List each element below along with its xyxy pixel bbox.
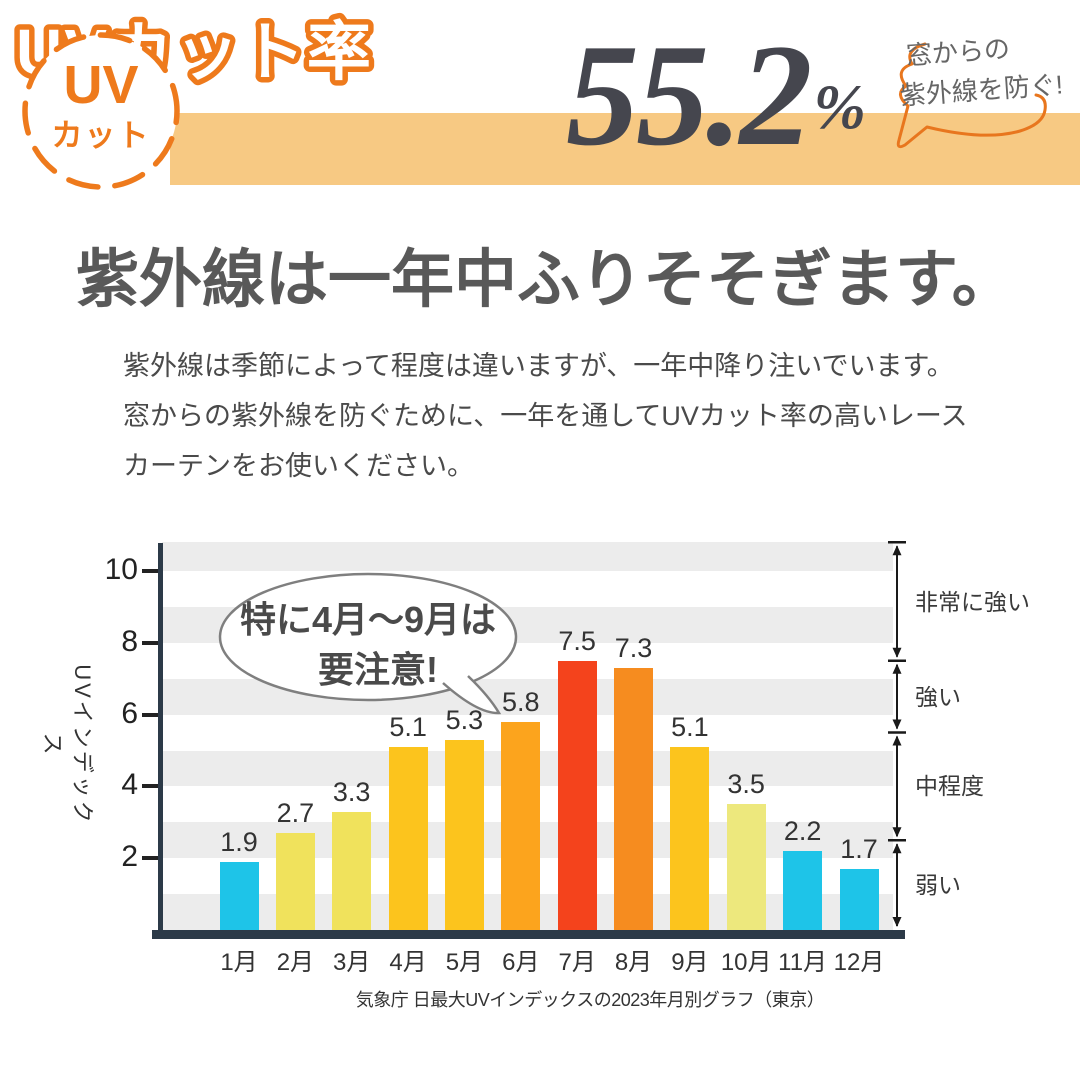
uv-badge-line1: UV [63,55,139,115]
y-tick-label: 6 [121,696,138,730]
bar-value-label: 5.1 [389,712,427,742]
bar-10月 [726,804,766,930]
annotation-line2: 要注意! [318,649,438,690]
bar-value-label: 5.1 [671,712,709,742]
uv-badge-line2: カット [51,118,151,153]
bar-value-label: 1.7 [840,834,878,864]
grid-stripe [162,542,893,571]
bar-11月 [783,851,823,930]
paragraph-line3: カーテンをお使いください。 [123,451,474,481]
percent-sign: % [813,72,866,142]
month-label: 1月 [220,949,258,976]
bar-4月 [388,747,428,930]
band-label: 弱い [915,872,961,898]
bar-5月 [444,740,484,930]
bar-8月 [614,668,653,930]
y-tick [142,856,158,861]
bar-value-label: 3.3 [332,777,371,807]
y-tick [142,640,158,645]
page-title: 紫外線は一年中ふりそそぎます。 [76,245,1015,315]
window-bubble-line2: 紫外線を防ぐ! [899,69,1064,111]
y-axis-line [158,543,163,939]
y-tick-label: 2 [121,840,138,874]
uv-cut-value-number: 55.2 [566,14,812,176]
chart-caption: 気象庁 日最大UVインデックスの2023年月別グラフ（東京） [355,990,825,1010]
bar-value-label: 5.8 [502,687,540,717]
month-label: 9月 [671,949,709,976]
band-label: 強い [915,684,961,710]
paragraph-line2: 窓からの紫外線を防ぐために、一年を通してUVカット率の高いレース [123,401,968,431]
month-label: 10月 [720,949,772,976]
month-label: 8月 [614,949,653,976]
month-label: 3月 [333,949,371,976]
window-bubble-line1: 窓からの [905,33,1011,71]
y-tick-label: 10 [104,553,138,586]
month-label: 5月 [445,949,484,976]
x-axis-line [152,930,905,939]
bar-value-label: 7.3 [614,633,653,663]
month-label: 2月 [276,949,315,976]
month-label: 7月 [558,949,596,976]
bar-2月 [275,833,315,930]
y-tick [142,784,158,789]
uv-cut-value: 55.2% [566,22,866,168]
bar-value-label: 1.9 [220,827,258,857]
bar-value-label: 2.2 [783,816,822,846]
bar-12月 [839,869,879,930]
bar-3月 [332,812,372,930]
bar-6月 [501,722,541,930]
y-tick [142,712,158,717]
bar-1月 [219,862,259,930]
bar-9月 [670,747,710,930]
bar-value-label: 7.5 [558,626,596,656]
bar-value-label: 2.7 [276,798,315,828]
y-tick [142,569,158,573]
month-label: 11月 [778,949,828,976]
y-tick-label: 8 [121,624,138,658]
paragraph-line1: 紫外線は季節によって程度は違いますが、一年中降り注いでいます。 [123,351,954,381]
uv-strength-bracket [888,541,906,927]
y-tick-label: 4 [121,768,138,802]
bar-7月 [557,661,597,930]
annotation-line1: 特に4月〜9月は [239,599,497,640]
bar-value-label: 3.5 [727,769,765,799]
band-label: 中程度 [915,773,984,799]
band-label: 非常に強い [915,589,1030,615]
month-label: 12月 [833,949,885,976]
month-label: 6月 [502,949,540,976]
month-label: 4月 [389,949,427,976]
y-axis-title: UVインデックス [40,664,95,826]
